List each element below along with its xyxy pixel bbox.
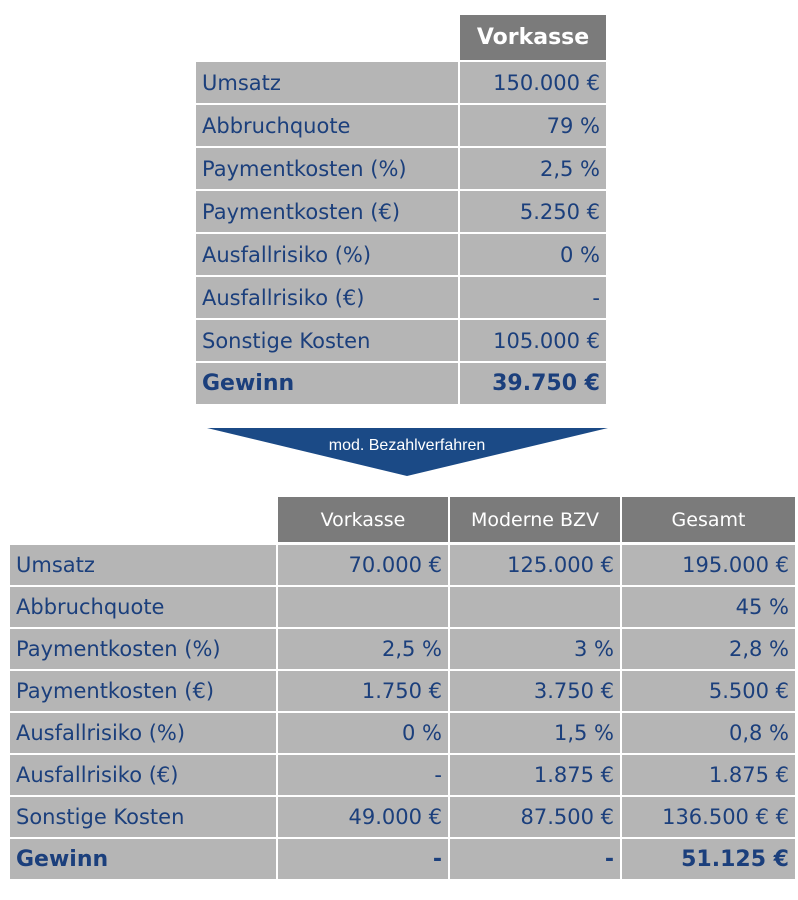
arrow-shape xyxy=(207,428,608,476)
row-label: Paymentkosten (€) xyxy=(10,671,276,711)
value-cell: 3.750 € xyxy=(450,671,620,711)
value-cell: - xyxy=(460,277,606,318)
value-cell: - xyxy=(450,839,620,879)
value-cell: 3 % xyxy=(450,629,620,669)
row-label: Ausfallrisiko (%) xyxy=(196,234,458,275)
row-label: Ausfallrisiko (€) xyxy=(196,277,458,318)
row-label: Ausfallrisiko (€) xyxy=(10,755,276,795)
value-cell: 1.875 € xyxy=(622,755,795,795)
value-cell: 70.000 € xyxy=(278,545,448,585)
value-cell: 51.125 € xyxy=(622,839,795,879)
value-cell: 105.000 € xyxy=(460,320,606,361)
value-cell: 125.000 € xyxy=(450,545,620,585)
value-cell: 1.875 € xyxy=(450,755,620,795)
value-cell: 0,8 % xyxy=(622,713,795,753)
value-cell: 150.000 € xyxy=(460,62,606,103)
value-cell: 2,8 % xyxy=(622,629,795,669)
value-cell: 1,5 % xyxy=(450,713,620,753)
arrow-label: mod. Bezahlverfahren xyxy=(329,437,486,454)
column-header: Vorkasse xyxy=(460,15,606,60)
value-cell: 79 % xyxy=(460,105,606,146)
column-header: Gesamt xyxy=(622,497,795,542)
column-header: Moderne BZV xyxy=(450,497,620,542)
value-cell: 45 % xyxy=(622,587,795,627)
value-cell: 39.750 € xyxy=(460,363,606,404)
value-cell xyxy=(450,587,620,627)
value-cell: 195.000 € xyxy=(622,545,795,585)
value-cell: 0 % xyxy=(278,713,448,753)
row-label: Gewinn xyxy=(10,839,276,879)
row-label: Gewinn xyxy=(196,363,458,404)
value-cell: - xyxy=(278,839,448,879)
value-cell: 5.500 € xyxy=(622,671,795,711)
row-label: Sonstige Kosten xyxy=(196,320,458,361)
value-cell xyxy=(278,587,448,627)
value-cell: 1.750 € xyxy=(278,671,448,711)
value-cell: 5.250 € xyxy=(460,191,606,232)
row-label: Paymentkosten (%) xyxy=(196,148,458,189)
value-cell: - xyxy=(278,755,448,795)
row-label: Abbruchquote xyxy=(10,587,276,627)
value-cell: 2,5 % xyxy=(278,629,448,669)
row-label: Umsatz xyxy=(196,62,458,103)
value-cell: 0 % xyxy=(460,234,606,275)
row-label: Paymentkosten (%) xyxy=(10,629,276,669)
row-label: Abbruchquote xyxy=(196,105,458,146)
row-label: Umsatz xyxy=(10,545,276,585)
value-cell: 136.500 € € xyxy=(622,797,795,837)
row-label: Paymentkosten (€) xyxy=(196,191,458,232)
column-header: Vorkasse xyxy=(278,497,448,542)
row-label: Ausfallrisiko (%) xyxy=(10,713,276,753)
value-cell: 2,5 % xyxy=(460,148,606,189)
value-cell: 87.500 € xyxy=(450,797,620,837)
value-cell: 49.000 € xyxy=(278,797,448,837)
row-label: Sonstige Kosten xyxy=(10,797,276,837)
